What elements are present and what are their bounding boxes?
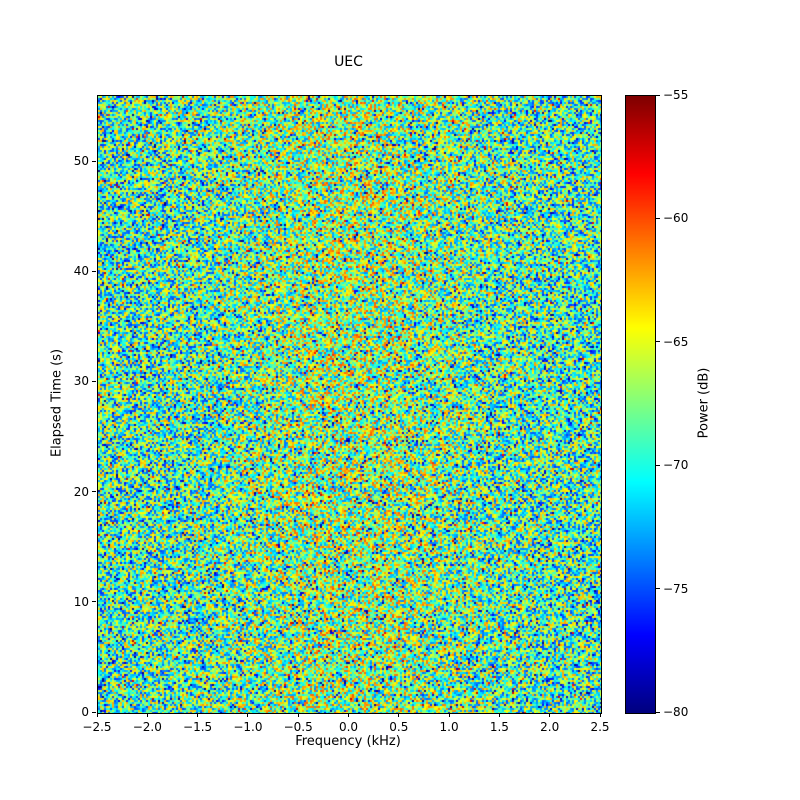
y-tick-mark bbox=[92, 380, 96, 382]
colorbar-tick-mark bbox=[656, 217, 660, 219]
x-tick-label: 0.0 bbox=[338, 720, 359, 734]
x-tick-label: −2.0 bbox=[132, 720, 162, 734]
colorbar-tick-label: −55 bbox=[663, 88, 689, 102]
x-tick-label: −0.5 bbox=[283, 720, 313, 734]
x-tick-mark bbox=[197, 713, 199, 717]
colorbar-tick-label: −70 bbox=[663, 458, 689, 473]
colorbar bbox=[625, 95, 656, 714]
colorbar-tick-mark bbox=[656, 711, 660, 713]
x-tick-label: −2.5 bbox=[82, 720, 112, 734]
y-tick-label: 50 bbox=[73, 154, 89, 169]
colorbar-tick-mark bbox=[656, 94, 660, 96]
plot-title: UEC bbox=[334, 54, 363, 70]
colorbar-tick-mark bbox=[656, 341, 660, 343]
y-tick-label: 0 bbox=[81, 705, 89, 719]
y-tick-mark bbox=[92, 601, 96, 603]
colorbar-label: Power (dB) bbox=[696, 367, 712, 439]
x-tick-mark bbox=[448, 713, 450, 717]
x-tick-label: −1.0 bbox=[233, 720, 263, 734]
x-tick-mark bbox=[498, 713, 500, 717]
x-tick-mark bbox=[398, 713, 400, 717]
x-tick-mark bbox=[599, 713, 601, 717]
y-tick-label: 20 bbox=[73, 484, 89, 499]
x-tick-label: −1.5 bbox=[183, 720, 213, 734]
x-tick-mark bbox=[146, 713, 148, 717]
y-tick-label: 30 bbox=[73, 374, 89, 389]
x-tick-mark bbox=[549, 713, 551, 717]
x-tick-mark bbox=[348, 713, 349, 717]
x-tick-label: 0.5 bbox=[389, 720, 409, 734]
colorbar-tick-label: −60 bbox=[663, 211, 689, 226]
x-tick-mark bbox=[96, 713, 98, 717]
x-tick-mark bbox=[247, 713, 249, 717]
colorbar-tick-mark bbox=[656, 464, 660, 466]
spectrogram-heatmap-canvas bbox=[98, 96, 601, 713]
x-tick-label: 2.5 bbox=[590, 720, 610, 734]
y-tick-mark bbox=[92, 270, 96, 272]
y-tick-label: 10 bbox=[73, 594, 89, 609]
x-axis-label: Frequency (kHz) bbox=[295, 734, 401, 749]
x-tick-label: 1.0 bbox=[439, 720, 459, 734]
y-axis-label: Elapsed Time (s) bbox=[49, 348, 65, 458]
colorbar-canvas bbox=[626, 96, 655, 713]
spectrogram-plot-area bbox=[97, 95, 602, 714]
y-tick-mark bbox=[92, 491, 96, 493]
x-tick-mark bbox=[297, 713, 299, 717]
y-tick-label: 40 bbox=[73, 264, 89, 279]
colorbar-tick-label: −75 bbox=[663, 581, 689, 596]
y-tick-mark bbox=[92, 160, 96, 162]
y-tick-mark bbox=[92, 711, 96, 713]
x-tick-label: 1.5 bbox=[489, 720, 509, 734]
colorbar-tick-label: −65 bbox=[663, 334, 689, 349]
x-tick-label: 2.0 bbox=[540, 720, 560, 734]
colorbar-tick-mark bbox=[656, 588, 660, 590]
colorbar-tick-label: −80 bbox=[663, 705, 689, 719]
